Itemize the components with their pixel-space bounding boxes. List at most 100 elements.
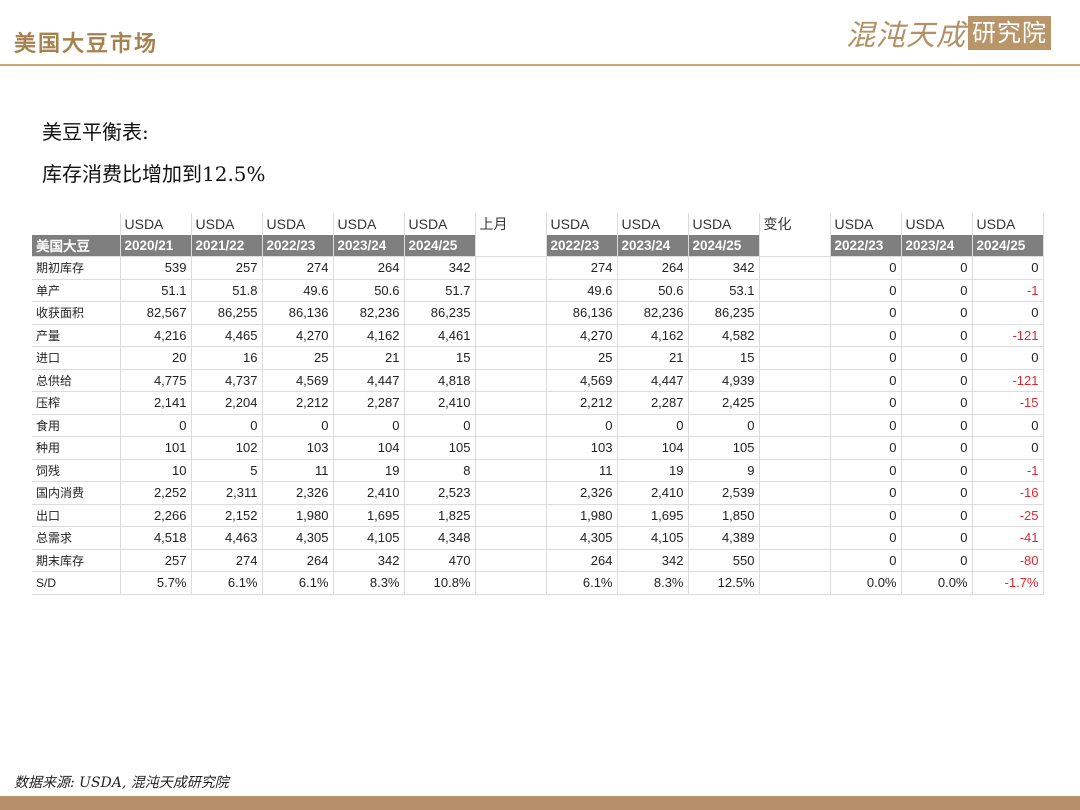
last-month-value-cell: 264 xyxy=(617,256,689,280)
table-row: 产量 4,216 4,465 4,270 4,162 4,461 4,270 4,162 4,5… xyxy=(32,324,1044,347)
spacer-cell xyxy=(759,279,831,302)
current-value-cell: 274 xyxy=(262,256,334,280)
source-header-cell: USDA xyxy=(262,213,334,235)
spacer-cell xyxy=(475,571,547,595)
spacer-cell xyxy=(759,234,831,257)
current-value-cell: 2,326 xyxy=(262,481,334,505)
source-header-cell: USDA xyxy=(688,213,760,235)
last-month-value-cell: 4,162 xyxy=(617,324,689,347)
current-value-cell: 342 xyxy=(404,256,476,280)
change-value-cell: 0 xyxy=(830,391,902,415)
source-header-cell: USDA xyxy=(120,213,192,235)
slide-subtitle: 美豆平衡表: xyxy=(42,120,149,144)
source-header-cell: USDA xyxy=(972,213,1044,235)
spacer-cell xyxy=(475,459,547,482)
current-value-cell: 10.8% xyxy=(404,571,476,595)
spacer-cell xyxy=(759,324,831,347)
last-month-value-cell: 15 xyxy=(688,346,760,370)
year-header-cell: 2023/24 xyxy=(617,234,689,257)
row-label: 收获面积 xyxy=(32,301,121,325)
current-value-cell: 8 xyxy=(404,459,476,482)
last-month-value-cell: 0 xyxy=(546,414,618,437)
table-row: 期初库存 539 257 274 264 342 274 264 342 0 0 0 xyxy=(32,256,1044,280)
current-value-cell: 4,105 xyxy=(333,526,405,550)
change-value-cell: 0 xyxy=(830,346,902,370)
current-value-cell: 2,266 xyxy=(120,504,192,527)
spacer-cell xyxy=(759,504,831,527)
current-value-cell: 19 xyxy=(333,459,405,482)
spacer-cell xyxy=(759,549,831,572)
current-value-cell: 2,141 xyxy=(120,391,192,415)
spacer-cell xyxy=(475,504,547,527)
table-row: 种用 101 102 103 104 105 103 104 105 0 0 0 xyxy=(32,436,1044,460)
source-row: USDA USDA USDA USDA USDA 上月 USDA USDA USDA 变化 USDA… xyxy=(32,213,1044,235)
current-value-cell: 2,204 xyxy=(191,391,263,415)
last-month-value-cell: 9 xyxy=(688,459,760,482)
last-month-value-cell: 4,447 xyxy=(617,369,689,392)
row-label: 期初库存 xyxy=(32,256,121,280)
table-row: 出口 2,266 2,152 1,980 1,695 1,825 1,980 1,695 1,8… xyxy=(32,504,1044,527)
current-value-cell: 4,461 xyxy=(404,324,476,347)
current-value-cell: 8.3% xyxy=(333,571,405,595)
source-header-cell xyxy=(32,213,121,235)
table-row: S/D 5.7% 6.1% 6.1% 8.3% 10.8% 6.1% 8.3% 12.5% 0.0… xyxy=(32,571,1044,595)
change-value-cell: 0 xyxy=(972,436,1044,460)
year-header-cell: 2022/23 xyxy=(830,234,902,257)
source-header-cell: 上月 xyxy=(475,213,547,235)
spacer-cell xyxy=(759,436,831,460)
last-month-value-cell: 21 xyxy=(617,346,689,370)
last-month-value-cell: 25 xyxy=(546,346,618,370)
table-row: 食用 0 0 0 0 0 0 0 0 0 0 0 xyxy=(32,414,1044,437)
spacer-cell xyxy=(475,301,547,325)
last-month-value-cell: 342 xyxy=(688,256,760,280)
row-label: 单产 xyxy=(32,279,121,302)
current-value-cell: 274 xyxy=(191,549,263,572)
spacer-cell xyxy=(475,391,547,415)
last-month-value-cell: 342 xyxy=(617,549,689,572)
change-value-cell: 0 xyxy=(901,414,973,437)
last-month-value-cell: 2,410 xyxy=(617,481,689,505)
source-header-cell: USDA xyxy=(191,213,263,235)
last-month-value-cell: 4,105 xyxy=(617,526,689,550)
last-month-value-cell: 82,236 xyxy=(617,301,689,325)
logo: 混沌天成 研究院 xyxy=(846,14,1052,52)
change-value-cell: -41 xyxy=(972,526,1044,550)
logo-seal: 研究院 xyxy=(968,16,1052,50)
last-month-value-cell: 12.5% xyxy=(688,571,760,595)
source-header-cell: USDA xyxy=(404,213,476,235)
change-value-cell: 0 xyxy=(830,504,902,527)
change-value-cell: 0 xyxy=(972,346,1044,370)
source-header-cell: USDA xyxy=(546,213,618,235)
current-value-cell: 0 xyxy=(191,414,263,437)
change-value-cell: -25 xyxy=(972,504,1044,527)
slide-headline: 库存消费比增加到12.5% xyxy=(42,162,266,186)
current-value-cell: 4,518 xyxy=(120,526,192,550)
current-value-cell: 11 xyxy=(262,459,334,482)
row-label: 期末库存 xyxy=(32,549,121,572)
spacer-cell xyxy=(475,324,547,347)
current-value-cell: 4,569 xyxy=(262,369,334,392)
footer-bar xyxy=(0,796,1080,810)
current-value-cell: 4,737 xyxy=(191,369,263,392)
current-value-cell: 4,447 xyxy=(333,369,405,392)
last-month-value-cell: 1,850 xyxy=(688,504,760,527)
current-value-cell: 1,825 xyxy=(404,504,476,527)
change-value-cell: 0 xyxy=(901,301,973,325)
current-value-cell: 51.1 xyxy=(120,279,192,302)
current-value-cell: 264 xyxy=(333,256,405,280)
spacer-cell xyxy=(759,369,831,392)
header: 美国大豆市场 混沌天成 研究院 xyxy=(0,0,1080,66)
row-label: 总供给 xyxy=(32,369,121,392)
current-value-cell: 5 xyxy=(191,459,263,482)
last-month-value-cell: 2,326 xyxy=(546,481,618,505)
row-label: 压榨 xyxy=(32,391,121,415)
change-value-cell: 0 xyxy=(901,459,973,482)
change-value-cell: 0 xyxy=(972,414,1044,437)
spacer-cell xyxy=(475,234,547,257)
current-value-cell: 104 xyxy=(333,436,405,460)
balance-table: USDA USDA USDA USDA USDA 上月 USDA USDA USDA 变化 USDA… xyxy=(32,213,1044,595)
current-value-cell: 0 xyxy=(120,414,192,437)
row-label: 饲残 xyxy=(32,459,121,482)
current-value-cell: 49.6 xyxy=(262,279,334,302)
year-header-cell: 2024/25 xyxy=(404,234,476,257)
